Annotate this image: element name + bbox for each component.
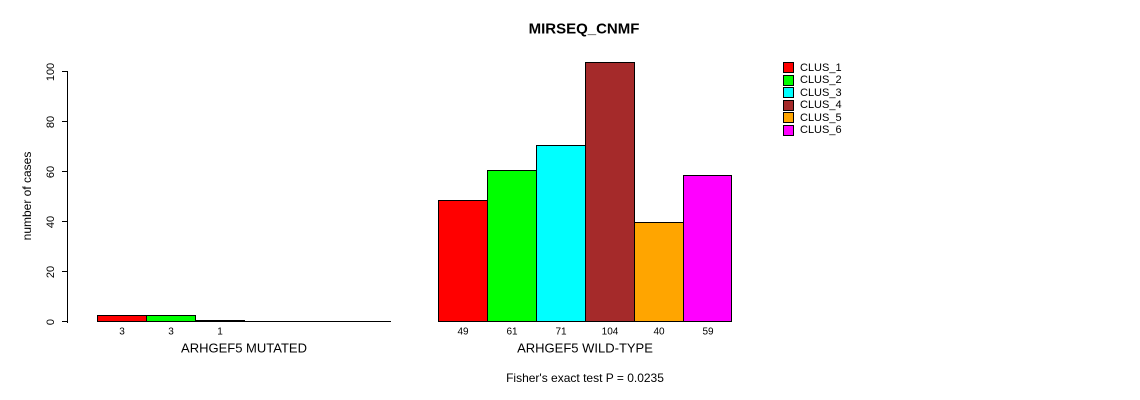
group-label: ARHGEF5 WILD-TYPE: [517, 340, 653, 356]
bar-clus_3: [195, 319, 245, 322]
bar-value-label: 61: [506, 326, 518, 338]
y-tick: [62, 71, 68, 72]
bar-value-label: 3: [168, 326, 174, 338]
bar-value-label: 1: [217, 326, 223, 338]
y-tick: [62, 221, 68, 222]
y-tick: [62, 271, 68, 272]
legend-label: CLUS_4: [800, 99, 842, 111]
legend-label: CLUS_3: [800, 86, 842, 99]
legend-swatch-clus_1: [783, 62, 794, 73]
group-label: ARHGEF5 MUTATED: [181, 340, 307, 356]
bar-value-label: 59: [702, 326, 714, 338]
legend-label: CLUS_1: [800, 61, 842, 74]
legend-swatch-clus_4: [783, 99, 794, 111]
legend-label: CLUS_5: [800, 111, 842, 124]
y-axis-line: [67, 71, 68, 323]
bar-clus_6: [683, 174, 732, 322]
bar-clus_2: [487, 169, 537, 322]
fisher-test-annotation: Fisher's exact test P = 0.0235: [506, 371, 664, 385]
bar-value-label: 49: [457, 326, 469, 338]
y-tick: [62, 171, 68, 172]
bar-clus_4: [585, 62, 635, 322]
bar-value-label: 104: [601, 326, 619, 338]
bar-value-label: 71: [555, 326, 567, 338]
legend-label: CLUS_6: [800, 124, 842, 136]
bar-clus_2: [146, 314, 196, 322]
legend-label: CLUS_2: [800, 74, 842, 86]
bar-clus_5: [634, 222, 684, 322]
legend-swatch-clus_2: [783, 74, 794, 86]
legend-swatch-clus_3: [783, 87, 794, 98]
legend-swatch-clus_6: [783, 124, 794, 136]
bar-clus_1: [438, 199, 488, 322]
bar-value-label: 40: [653, 326, 665, 338]
legend-swatch-clus_5: [783, 112, 794, 123]
y-tick: [62, 121, 68, 122]
chart-title: MIRSEQ_CNMF: [528, 20, 640, 38]
bar-value-label: 3: [119, 326, 125, 338]
y-tick: [62, 321, 68, 322]
